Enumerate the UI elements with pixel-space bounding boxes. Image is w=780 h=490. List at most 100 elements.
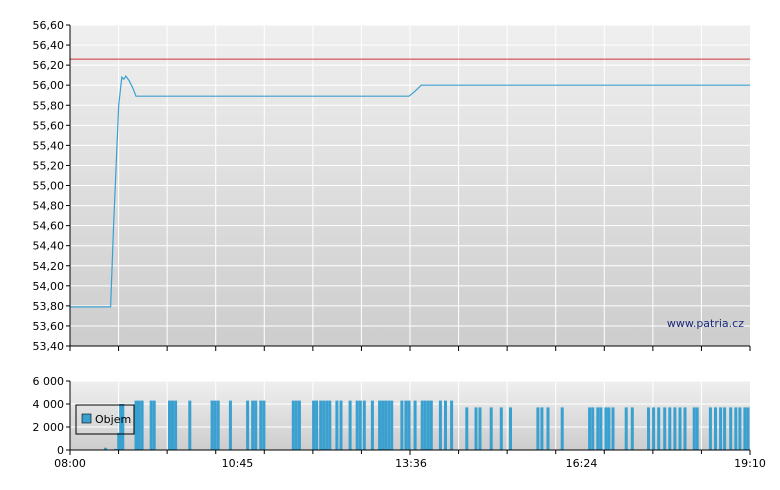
price-tick-label: 54,00: [33, 280, 65, 293]
volume-bar: [119, 404, 123, 450]
volume-bar: [738, 407, 742, 450]
volume-bar: [474, 407, 478, 450]
volume-bar: [509, 407, 512, 450]
volume-bar: [322, 400, 326, 450]
legend-box: [75, 404, 135, 435]
volume-bar: [355, 400, 359, 450]
volume-bar: [540, 407, 544, 450]
volume-bar: [420, 400, 424, 450]
price-line: [70, 75, 750, 308]
volume-bar: [228, 400, 232, 450]
volume-bar: [591, 407, 595, 450]
time-tick-label: 16:24: [566, 457, 598, 470]
volume-bar: [174, 400, 178, 450]
price-tick-label: 54,80: [33, 200, 65, 213]
price-tick-label: 56,00: [33, 79, 65, 92]
legend: Objem: [75, 404, 135, 435]
volume-bar: [429, 400, 433, 450]
price-tick-label: 55,20: [33, 159, 65, 172]
volume-bar: [657, 407, 661, 450]
price-tick-label: 55,60: [33, 119, 65, 132]
volume-bar: [714, 407, 717, 450]
volume-bar: [407, 400, 411, 450]
volume-bar: [499, 407, 503, 450]
price-tick-label: 53,80: [33, 300, 65, 313]
volume-bar: [624, 407, 628, 450]
price-tick-label: 54,20: [33, 260, 65, 273]
volume-bar: [246, 400, 250, 450]
volume-bar: [104, 447, 107, 450]
volume-bar: [291, 400, 295, 450]
time-tick-label: 08:00: [54, 457, 86, 470]
volume-bar: [297, 400, 301, 450]
volume-bar: [647, 407, 650, 450]
volume-bar: [546, 407, 550, 450]
volume-bar: [210, 400, 214, 450]
price-tick-label: 53,40: [33, 340, 65, 353]
volume-bar: [213, 400, 217, 450]
volume-bar: [683, 407, 687, 450]
volume-panel: 0 2 000 4 000 6 000 08:00 10:45 13:36 16:24 19:…: [33, 375, 766, 470]
volume-tick-label: 2 000: [33, 421, 65, 434]
volume-tick-label: 0: [57, 444, 64, 457]
volume-tick-label: 4 000: [33, 398, 65, 411]
price-tick-label: 54,60: [33, 220, 65, 233]
volume-bar: [611, 407, 615, 450]
volume-bar: [708, 407, 712, 450]
price-tick-label: 55,00: [33, 180, 65, 193]
volume-y-axis: 0 2 000 4 000 6 000: [33, 375, 70, 457]
volume-bar: [254, 400, 258, 450]
volume-bar: [387, 400, 391, 450]
volume-bar: [370, 400, 374, 450]
volume-bar: [599, 407, 603, 450]
volume-bar: [668, 407, 672, 450]
volume-bar: [328, 400, 332, 450]
volume-bar: [149, 400, 153, 450]
volume-bar: [444, 400, 447, 450]
volume-bar: [325, 400, 329, 450]
volume-bars: [104, 400, 750, 451]
volume-bar: [588, 407, 592, 450]
volume-bar: [604, 407, 608, 450]
price-tick-label: 53,60: [33, 320, 65, 333]
volume-bar: [335, 400, 339, 450]
volume-bar: [117, 432, 121, 451]
price-series: [70, 75, 750, 308]
volume-bar: [140, 400, 144, 450]
volume-bar: [114, 448, 118, 450]
volume-bar: [362, 400, 366, 450]
volume-bar: [121, 404, 125, 450]
legend-label: Objem: [95, 413, 131, 426]
price-tick-label: 56,60: [33, 19, 65, 32]
volume-bar: [171, 400, 174, 450]
volume-bar: [560, 407, 564, 450]
volume-bar: [413, 400, 417, 450]
volume-bar: [607, 407, 611, 450]
volume-bar: [423, 400, 427, 450]
volume-bar: [489, 407, 493, 450]
price-tick-label: 56,40: [33, 39, 65, 52]
volume-bar: [168, 400, 171, 450]
price-tick-label: 55,80: [33, 99, 65, 112]
volume-bar: [137, 400, 141, 450]
volume-bar: [378, 400, 382, 450]
volume-bar: [259, 400, 263, 450]
volume-bar: [729, 407, 733, 450]
volume-bar: [262, 400, 266, 450]
volume-bar: [663, 407, 667, 450]
time-tick-label: 10:45: [222, 457, 254, 470]
volume-bar: [358, 400, 362, 450]
volume-bar: [315, 400, 319, 450]
watermark[interactable]: www.patria.cz: [667, 317, 744, 330]
volume-bar: [465, 407, 469, 450]
volume-bar: [719, 407, 723, 450]
volume-bar: [630, 407, 634, 450]
volume-bar: [294, 400, 298, 450]
volume-bar: [381, 400, 385, 450]
time-x-axis: 08:00 10:45 13:36 16:24 19:10: [54, 457, 766, 470]
time-tick-label: 19:10: [734, 457, 766, 470]
price-tick-label: 54,40: [33, 240, 65, 253]
volume-bar: [188, 400, 192, 450]
time-tick-label: 13:36: [395, 457, 427, 470]
